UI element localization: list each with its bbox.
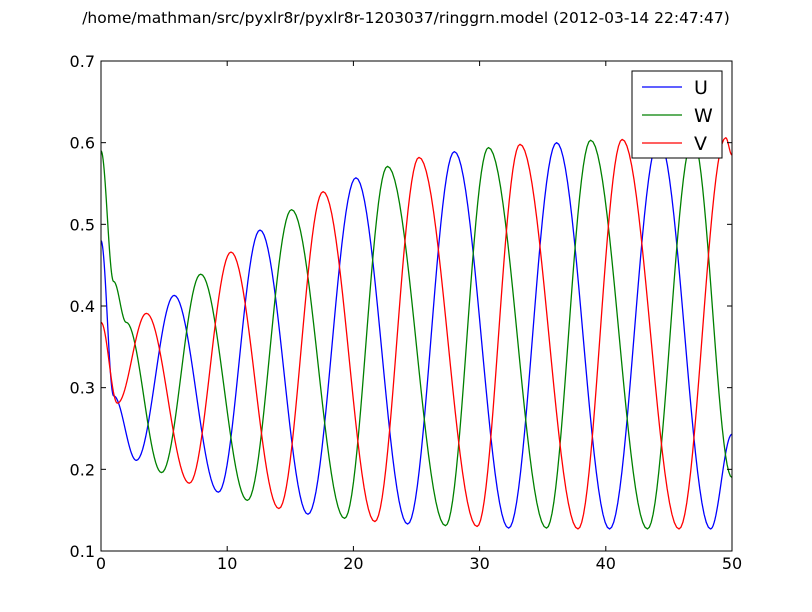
series-line-u xyxy=(100,138,733,530)
y-tick-label: 0.6 xyxy=(70,134,95,153)
legend-label-v: V xyxy=(694,133,707,155)
x-tick-label: 50 xyxy=(722,554,742,573)
y-tick-label: 0.3 xyxy=(70,379,95,398)
legend: UWV xyxy=(631,70,723,159)
series-line-v xyxy=(100,137,733,530)
y-tick-label: 0.7 xyxy=(70,52,95,71)
series-layer xyxy=(100,137,733,530)
y-tick-label: 0.2 xyxy=(70,460,95,479)
chart-title: /home/mathman/src/pyxlr8r/pyxlr8r-120303… xyxy=(82,9,730,27)
y-tick-label: 0.4 xyxy=(70,297,95,316)
legend-label-w: W xyxy=(694,105,713,127)
y-tick-label: 0.1 xyxy=(70,542,95,561)
tick-layer: 0 10 20 30 40 50 0.1 0.2 0.3 0.4 0.5 0.6 0.7 xyxy=(70,52,743,573)
series-line-w xyxy=(100,137,733,530)
x-tick-label: 30 xyxy=(469,554,489,573)
x-tick-label: 40 xyxy=(596,554,616,573)
y-tick-label: 0.5 xyxy=(70,215,95,234)
x-tick-label: 0 xyxy=(96,554,106,573)
x-tick-label: 10 xyxy=(217,554,237,573)
legend-label-u: U xyxy=(694,77,708,99)
x-tick-label: 20 xyxy=(343,554,363,573)
